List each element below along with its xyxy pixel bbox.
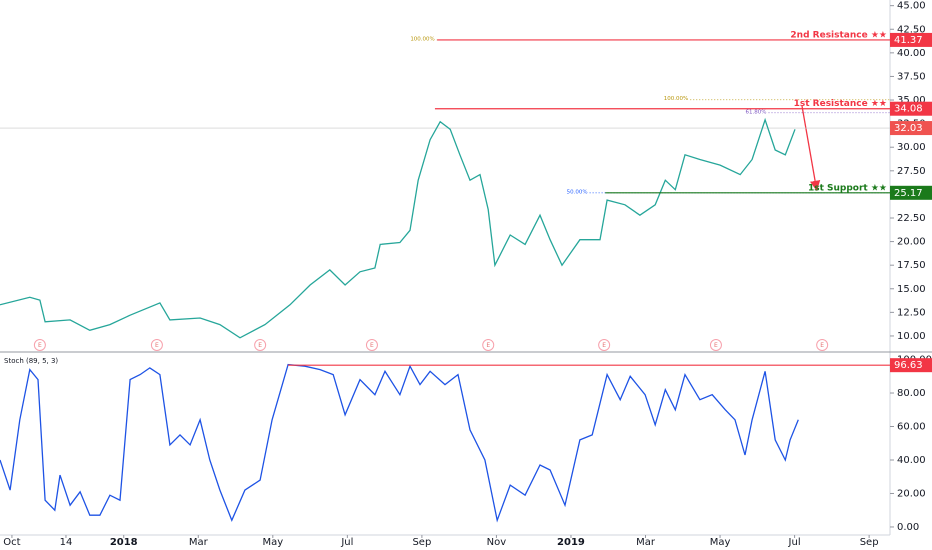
last-price-box	[890, 121, 932, 136]
earnings-label: E	[820, 342, 824, 349]
level-label: 1st Support ★★	[808, 183, 887, 193]
x-tick-label: Mar	[636, 537, 656, 548]
last-price-value: 32.03	[894, 123, 923, 134]
earnings-marker	[150, 339, 163, 351]
fib-label: 61.80%	[746, 109, 767, 115]
y-tick-label: 40.00	[897, 455, 926, 466]
x-tick-label: Oct	[3, 537, 20, 548]
y-tick-label: 10.00	[897, 331, 926, 342]
x-tick-label: Jul	[340, 537, 353, 548]
level-value-box	[890, 101, 932, 116]
y-tick-label: 20.00	[897, 237, 926, 248]
level-value: 34.08	[894, 104, 923, 115]
earnings-marker	[482, 339, 495, 351]
earnings-marker	[598, 339, 611, 351]
earnings-marker	[709, 339, 722, 351]
projection-arrow	[801, 105, 821, 192]
level-value: 25.17	[894, 188, 923, 199]
level-label: 2nd Resistance ★★	[790, 30, 887, 40]
y-tick-label: 37.50	[897, 71, 926, 82]
fib-label: 100.00%	[664, 96, 688, 102]
earnings-label: E	[486, 342, 490, 349]
x-tick-label: 14	[60, 537, 73, 548]
x-tick-label: Mar	[189, 537, 209, 548]
earnings-label: E	[602, 342, 606, 349]
x-tick-label: 2019	[557, 537, 585, 548]
earnings-label: E	[258, 342, 262, 349]
earnings-label: E	[714, 342, 718, 349]
series-line	[0, 117, 796, 339]
y-tick-label: 80.00	[897, 388, 926, 399]
y-tick-label: 17.50	[897, 260, 926, 271]
y-tick-label: 12.50	[897, 307, 926, 318]
y-tick-label: 42.50	[897, 24, 926, 35]
level-value: 96.63	[894, 360, 923, 371]
y-tick-label: 40.00	[897, 48, 926, 59]
earnings-marker	[254, 339, 267, 351]
x-tick-label: Sep	[860, 537, 879, 548]
earnings-marker	[365, 339, 378, 351]
earnings-label: E	[155, 342, 159, 349]
fib-label: 50.00%	[567, 189, 588, 195]
level-value: 41.37	[894, 35, 923, 46]
x-tick-label: May	[710, 537, 731, 548]
earnings-label: E	[38, 342, 42, 349]
level-value-box	[890, 185, 932, 200]
series-line	[0, 363, 799, 523]
y-tick-label: 0.00	[897, 522, 919, 533]
stoch-title: Stoch (89, 5, 3)	[4, 357, 58, 365]
level-label: 1st Resistance ★★	[794, 99, 887, 109]
earnings-marker	[33, 339, 46, 351]
x-tick-label: 2018	[110, 537, 138, 548]
x-tick-label: Sep	[412, 537, 431, 548]
y-tick-label: 15.00	[897, 284, 926, 295]
y-tick-label: 45.00	[897, 1, 926, 12]
x-tick-label: May	[262, 537, 283, 548]
y-tick-label: 60.00	[897, 422, 926, 433]
x-tick-label: Nov	[487, 537, 507, 548]
level-value-box	[890, 32, 932, 47]
y-tick-label: 30.00	[897, 142, 926, 153]
y-tick-label: 20.00	[897, 488, 926, 499]
x-tick-label: Jul	[788, 537, 801, 548]
y-tick-label: 35.00	[897, 95, 926, 106]
level-value-box	[890, 358, 932, 373]
y-tick-label: 22.50	[897, 213, 926, 224]
earnings-marker	[816, 339, 829, 351]
fib-label: 100.00%	[410, 36, 434, 42]
earnings-label: E	[370, 342, 374, 349]
y-tick-label: 27.50	[897, 166, 926, 177]
